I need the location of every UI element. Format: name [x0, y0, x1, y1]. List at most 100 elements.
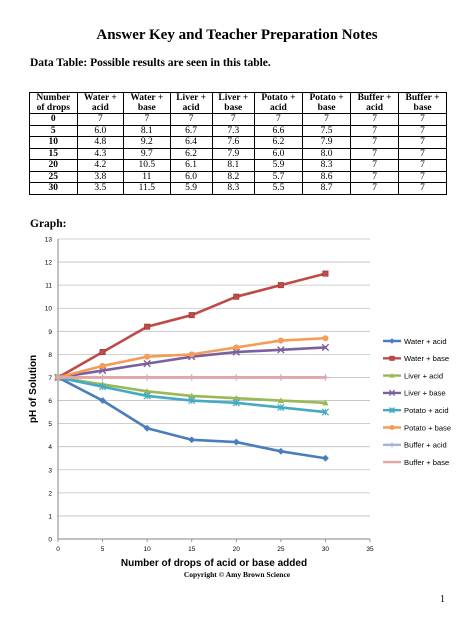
data-point	[143, 388, 151, 394]
legend-label: Potato + acid	[404, 406, 449, 415]
legend-label: Potato + base	[404, 423, 451, 432]
y-tick-label: 11	[45, 283, 52, 290]
table-cell: 7	[350, 136, 400, 149]
data-point	[143, 424, 151, 432]
data-point	[233, 293, 240, 300]
table-row: 0 7 7 7 7 7 7 7 7	[29, 113, 447, 126]
table-cell: 7	[350, 113, 400, 126]
table-header-cell: Liver + acid	[169, 92, 213, 114]
table-cell: 7.5	[301, 124, 352, 137]
data-point	[389, 355, 395, 361]
table-cell: 9.7	[123, 147, 171, 160]
page-number: 1	[440, 594, 445, 605]
legend-label: Water + base	[404, 354, 449, 363]
table-header-cell: Buffer + acid	[350, 92, 400, 114]
table-cell: 7	[350, 159, 400, 172]
table-cell: 30	[29, 182, 78, 195]
table-cell: 3.8	[76, 170, 125, 183]
x-tick-label: 0	[56, 546, 60, 553]
table-cell: 20	[29, 159, 78, 172]
data-point	[277, 447, 285, 455]
table-cell: 7.9	[301, 136, 352, 149]
table-cell: 7	[350, 124, 400, 137]
header-line: of drops	[36, 103, 70, 113]
table-cell: 8.1	[123, 124, 171, 137]
y-tick-label: 5	[48, 421, 52, 428]
table-row: 10 4.8 9.2 6.4 7.6 6.2 7.9 7 7	[29, 136, 447, 149]
x-tick-label: 20	[233, 546, 241, 553]
y-tick-label: 4	[48, 444, 52, 451]
table-cell: 7	[350, 170, 400, 183]
data-point	[388, 407, 396, 414]
y-tick-label: 8	[48, 352, 52, 359]
y-tick-label: 0	[48, 537, 52, 544]
data-point	[277, 346, 285, 354]
table-cell: 7.3	[211, 124, 255, 137]
table-cell: 4.3	[76, 147, 125, 160]
table-header-cell: Number of drops	[29, 92, 78, 114]
header-line: acid	[269, 103, 287, 113]
table-cell: 3.5	[76, 182, 125, 195]
legend-label: Liver + base	[404, 389, 446, 398]
table-cell: 6.1	[169, 159, 213, 172]
table-cell: 5.5	[253, 182, 303, 195]
table-header-cell: Potato + acid	[253, 92, 303, 114]
copyright-footer: Copyright © Amy Brown Science	[183, 570, 291, 579]
table-cell: 7	[398, 113, 447, 126]
data-point	[144, 353, 151, 360]
table-cell: 7	[350, 147, 400, 160]
data-point	[232, 399, 240, 407]
table-cell: 7	[253, 113, 303, 126]
header-line: Liver +	[218, 93, 249, 103]
table-cell: 10	[29, 136, 78, 149]
y-tick-label: 10	[45, 306, 53, 313]
table-header-cell: Water + acid	[76, 92, 125, 114]
table-cell: 7	[123, 113, 171, 126]
page-title: Answer Key and Teacher Preparation Notes	[96, 27, 378, 43]
table-cell: 8.1	[211, 159, 255, 172]
table-cell: 5.9	[253, 159, 303, 172]
table-cell: 6.2	[253, 136, 303, 149]
table-cell: 10.5	[123, 159, 171, 172]
table-cell: 7.9	[211, 147, 255, 160]
data-point	[389, 373, 395, 378]
legend-label: Liver + acid	[404, 371, 443, 380]
x-tick-label: 35	[366, 546, 374, 553]
data-point	[388, 389, 396, 396]
data-point	[188, 312, 195, 319]
header-line: base	[137, 103, 156, 113]
data-point	[143, 359, 151, 368]
data-point	[321, 343, 330, 352]
table-cell: 5.7	[253, 170, 303, 183]
x-tick-label: 25	[277, 546, 285, 553]
header-line: base	[224, 103, 243, 113]
table-cell: 6.4	[169, 136, 213, 149]
x-axis-label: Number of drops of acid or base added	[121, 558, 307, 568]
table-cell: 7	[398, 182, 447, 195]
header-line: base	[413, 103, 432, 113]
y-tick-label: 9	[48, 329, 52, 336]
data-point	[144, 323, 151, 330]
header-line: acid	[91, 103, 109, 113]
data-point	[277, 397, 285, 404]
header-line: acid	[366, 103, 383, 113]
table-cell: 11	[123, 170, 171, 183]
table-cell: 4.8	[76, 136, 125, 149]
data-point	[322, 399, 329, 406]
data-point	[98, 383, 107, 391]
table-header-cell: Buffer + base	[398, 92, 447, 114]
table-cell: 7	[398, 136, 447, 149]
y-axis-label: pH of Solution	[28, 355, 39, 423]
data-point	[188, 351, 195, 358]
x-tick-label: 30	[322, 546, 330, 553]
y-tick-label: 7	[48, 375, 52, 382]
table-cell: 8.7	[301, 182, 352, 195]
table-header-cell: Liver + base	[211, 92, 255, 114]
data-point	[389, 425, 395, 430]
x-tick-label: 15	[188, 546, 196, 553]
table-row: 25 3.8 11 6.0 8.2 5.7 8.6 7 7	[29, 170, 447, 183]
table-row: 5 6.0 8.1 6.7 7.3 6.6 7.5 7 7	[29, 124, 447, 137]
data-point	[389, 338, 395, 344]
table-cell: 6.0	[169, 170, 213, 183]
